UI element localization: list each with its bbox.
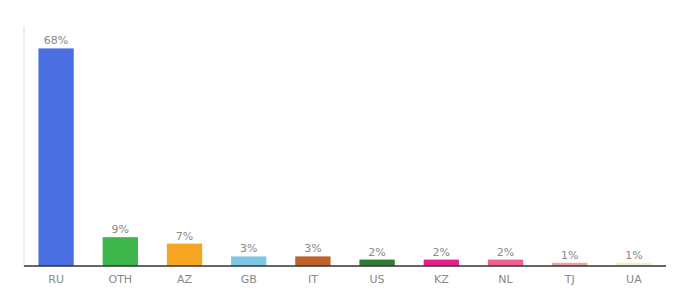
data-label: 3% bbox=[304, 242, 321, 255]
data-label: 7% bbox=[176, 230, 193, 243]
x-tick-label: KZ bbox=[434, 273, 449, 286]
bar bbox=[295, 256, 330, 266]
x-tick-label: IT bbox=[308, 273, 318, 286]
bar bbox=[359, 260, 394, 266]
data-label: 2% bbox=[497, 246, 514, 259]
bar bbox=[231, 256, 266, 266]
x-axis-line bbox=[24, 265, 666, 267]
data-label: 68% bbox=[44, 34, 68, 47]
x-tick-label: US bbox=[370, 273, 385, 286]
chart: 68% 9% 7% 3% 3% 2% 2% 2% 1% 1% RU OTH AZ GB IT US KZ NL TJ… bbox=[0, 0, 680, 300]
x-tick-label: OTH bbox=[108, 273, 132, 286]
data-label: 1% bbox=[561, 249, 578, 262]
bar bbox=[424, 260, 459, 266]
data-label: 3% bbox=[240, 242, 257, 255]
data-label: 2% bbox=[433, 246, 450, 259]
x-tick-label: TJ bbox=[564, 273, 575, 286]
bar bbox=[38, 48, 73, 266]
data-label: 1% bbox=[625, 249, 642, 262]
bar bbox=[103, 237, 138, 266]
x-tick-label: NL bbox=[498, 273, 513, 286]
y-axis-line bbox=[24, 26, 25, 266]
x-tick-label: UA bbox=[626, 273, 642, 286]
bars bbox=[38, 48, 651, 266]
x-tick-label: RU bbox=[48, 273, 64, 286]
data-label: 9% bbox=[112, 223, 129, 236]
data-label: 2% bbox=[368, 246, 385, 259]
x-tick-label: AZ bbox=[177, 273, 193, 286]
x-tick-label: GB bbox=[241, 273, 257, 286]
bar bbox=[167, 244, 202, 266]
bar bbox=[488, 260, 523, 266]
